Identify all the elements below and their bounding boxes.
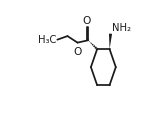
Text: NH₂: NH₂	[112, 23, 131, 33]
Text: O: O	[74, 47, 82, 57]
Text: H₃C: H₃C	[38, 35, 57, 45]
Polygon shape	[109, 34, 112, 49]
Text: O: O	[82, 16, 90, 26]
